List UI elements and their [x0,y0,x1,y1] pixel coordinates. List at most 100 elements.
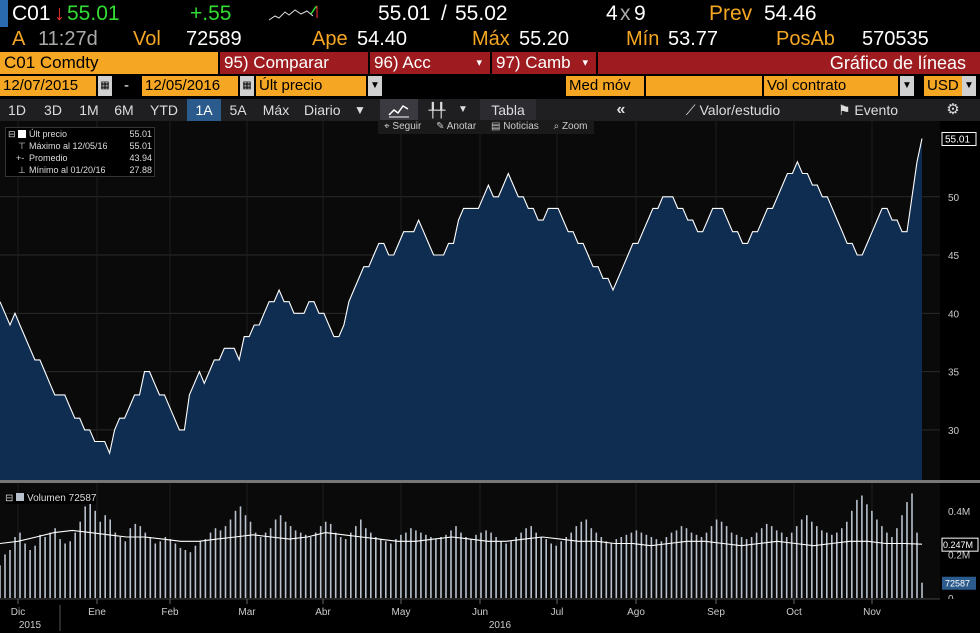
volume-bar [339,537,342,598]
end-date-input[interactable]: 12/05/2016 [142,76,238,96]
volume-bar [365,528,367,598]
volume-legend-label: Volumen [26,493,66,504]
volume-bar [660,541,663,598]
volume-bar [169,539,172,598]
chart-tools-bar: ⌖ Seguir ✎ Anotar ▤ Noticias ⌕ Zoom [378,120,594,134]
volume-bar [400,534,402,598]
x-tick-label: Ene [88,607,106,618]
period-1a[interactable]: 1A [187,99,221,121]
volume-bar [69,541,71,598]
open-label: Ape [312,28,348,50]
low-label: Mín [626,28,660,50]
currency-select[interactable]: USD [924,76,962,96]
volume-bar [515,537,517,598]
volume-bar [510,541,512,598]
chart-type-title: Gráfico de líneas [598,52,980,74]
volume-last-tag [942,576,976,590]
frequency-select[interactable]: Diario [300,99,360,121]
period-max[interactable]: Máx [262,102,290,118]
period-3d[interactable]: 3D [44,102,62,118]
price-field-value: Últ precio [259,77,323,94]
volume-bar [500,541,502,598]
period-1d[interactable]: 1D [8,102,26,118]
high-label: Máx [472,28,510,50]
end-date-value: 12/05/2016 [145,77,221,94]
chevron-down-icon[interactable]: ▼ [900,76,914,96]
table-button[interactable]: Tabla [480,99,536,121]
x-tick-label: Feb [161,607,179,618]
period-6m[interactable]: 6M [114,102,134,118]
volume-bar [435,539,437,598]
moving-average-value-field[interactable] [646,76,762,96]
volume-bar [520,532,522,598]
gear-icon[interactable]: ⚙ [946,101,960,118]
tool-news[interactable]: ▤ Noticias [490,121,539,132]
volume-bar [109,519,111,598]
volume-bar [700,537,703,598]
actions-menu[interactable]: 96) Acc ▾ [370,52,490,74]
open-interest-label: PosAb [776,28,835,50]
volume-bar [560,541,562,598]
volume-bar [390,543,392,598]
chevron-down-icon[interactable]: ▼ [368,76,382,96]
value-study-label: Valor/estudio [699,102,781,118]
calendar-icon[interactable]: ▦ [98,76,112,96]
price-field-select[interactable]: Últ precio [256,76,366,96]
chevron-down-icon[interactable]: ▼ [962,76,976,96]
collapse-icon[interactable]: « [616,101,626,118]
function-bar: C01 Comdty 95) Comparar 96) Acc ▾ 97) Cam… [0,52,980,74]
bar-chart-button[interactable]: ╀╀ [422,99,452,121]
x-tick-label: Sep [707,607,725,618]
volume-bar [655,539,658,598]
tool-zoom[interactable]: ⌕ Zoom [553,121,588,132]
x-tick-label: Dic [11,607,25,618]
volume-bar [600,537,603,598]
volume-bar [14,537,16,598]
volume-bar [615,539,618,598]
legend-item-low[interactable]: ⊥ Mínimo al 01/20/16 27.88 [6,164,154,176]
legend-label: Mínimo al 01/20/16 [29,165,106,175]
calendar-icon[interactable]: ▦ [240,76,254,96]
volume-bar [229,519,232,598]
volume-bar [866,504,868,598]
price-volume-chart[interactable]: 303540455055.010.4M0.2M00.247M72587DicEn… [0,121,980,633]
volume-bar [765,523,768,598]
price-line [0,138,923,456]
moving-average-field[interactable]: Med móv [566,76,644,96]
event-button[interactable]: ⚑ Evento [828,99,908,121]
tool-follow[interactable]: ⌖ Seguir [384,121,422,132]
period-ytd[interactable]: YTD [150,102,178,118]
legend-toggle-icon: ⊟ [8,129,16,139]
volume-bar [164,537,167,598]
value-study-button[interactable]: ⟋ Valor/estudio [668,99,798,121]
security-field[interactable]: C01 Comdty [0,52,218,74]
volume-bar [309,537,312,598]
legend-item-last[interactable]: ⊟ Últ precio 55.01 [6,128,154,140]
volume-bar [565,537,567,598]
line-chart-button[interactable] [380,99,418,121]
tool-annotate[interactable]: ✎ Anotar [436,121,477,132]
period-5a[interactable]: 5A [229,102,247,118]
x-tick-label: May [392,607,411,618]
volume-legend[interactable]: ⊟ Volumen 72587 [5,493,97,504]
legend-value: 27.88 [129,165,152,175]
volume-bar [871,510,873,598]
volume-bar [34,545,36,598]
volume-bar [480,532,482,598]
volume-bar [465,537,467,598]
legend-label: Máximo al 12/05/16 [29,141,108,151]
period-1m[interactable]: 1M [79,102,99,118]
compare-button[interactable]: 95) Comparar [220,52,368,74]
x-tick-label: Mar [238,607,256,618]
chevron-down-icon[interactable]: ▼ [458,104,468,115]
volume-field-value: Vol contrato [767,77,847,94]
start-date-input[interactable]: 12/07/2015 [0,76,96,96]
legend-item-average[interactable]: +- Promedio 43.94 [6,152,154,164]
volume-field-select[interactable]: Vol contrato [764,76,898,96]
volume-bar [9,550,11,598]
volume-bar [415,530,417,598]
ticker-symbol[interactable]: C01 [12,2,51,25]
change-menu[interactable]: 97) Camb ▾ [492,52,596,74]
down-arrow-icon: ↓ [54,2,65,25]
legend-item-high[interactable]: ⊤ Máximo al 12/05/16 55.01 [6,140,154,152]
